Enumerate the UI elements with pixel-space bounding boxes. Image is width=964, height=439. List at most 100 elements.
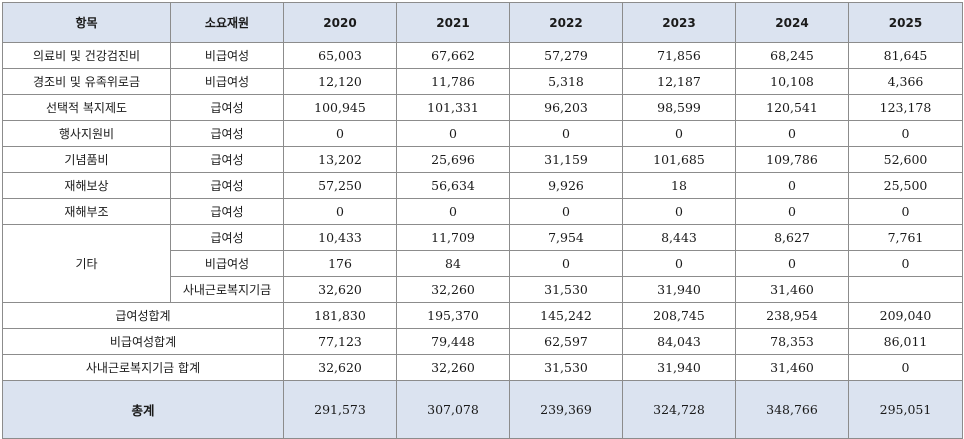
source-cell: 급여성 [170,198,284,225]
value-cell: 7,954 [509,224,623,251]
value-cell: 0 [283,198,397,225]
value-cell: 78,353 [735,328,849,355]
value-cell: 0 [509,198,623,225]
value-cell: 0 [735,172,849,199]
value-cell: 67,662 [396,42,510,69]
value-cell: 81,645 [848,42,963,69]
value-cell: 145,242 [509,302,623,329]
table-row: 사내근로복지기금 32,620 32,260 31,530 31,940 31,… [3,276,963,303]
value-cell: 295,051 [848,380,963,439]
value-cell: 123,178 [848,94,963,121]
value-cell: 31,530 [509,354,623,381]
value-cell: 238,954 [735,302,849,329]
header-row: 항목 소요재원 2020 2021 2022 2023 2024 2025 [2,2,963,43]
value-cell: 77,123 [283,328,397,355]
value-cell: 0 [735,120,849,147]
value-cell: 0 [509,120,623,147]
value-cell: 209,040 [848,302,963,329]
value-cell: 208,745 [622,302,736,329]
header-year: 2020 [283,2,397,43]
value-cell: 98,599 [622,94,736,121]
value-cell: 0 [848,198,963,225]
value-cell: 0 [735,198,849,225]
value-cell: 324,728 [622,380,736,439]
value-cell: 0 [396,120,510,147]
value-cell: 4,366 [848,68,963,95]
value-cell: 0 [848,120,963,147]
table-row: 선택적 복지제도 급여성 100,945 101,331 96,203 98,5… [2,94,963,121]
table-row: 의료비 및 건강검진비 비급여성 65,003 67,662 57,279 71… [2,42,963,69]
value-cell: 307,078 [396,380,510,439]
source-cell: 급여성 [170,224,284,251]
value-cell: 31,159 [509,146,623,173]
value-cell: 25,500 [848,172,963,199]
item-cell: 경조비 및 유족위로금 [2,68,171,95]
header-source: 소요재원 [170,2,284,43]
subtotal-label: 급여성합계 [2,302,284,329]
item-cell: 재해보상 [2,172,171,199]
value-cell: 291,573 [283,380,397,439]
value-cell: 0 [622,250,736,277]
value-cell: 25,696 [396,146,510,173]
item-cell: 선택적 복지제도 [2,94,171,121]
header-item: 항목 [2,2,171,43]
grand-total-label: 총계 [2,380,284,439]
subtotal-label: 사내근로복지기금 합계 [2,354,284,381]
value-cell: 0 [622,120,736,147]
value-cell: 0 [622,198,736,225]
value-cell: 32,620 [283,354,397,381]
subtotal-row: 급여성합계 181,830 195,370 145,242 208,745 23… [2,302,963,329]
source-cell: 비급여성 [170,250,284,277]
table-row: 비급여성 176 84 0 0 0 0 [3,250,963,277]
header-year: 2023 [622,2,736,43]
item-cell: 기념품비 [2,146,171,173]
value-cell: 7,761 [848,224,963,251]
value-cell: 31,460 [735,276,849,303]
value-cell: 100,945 [283,94,397,121]
value-cell: 84 [396,250,510,277]
value-cell: 0 [283,120,397,147]
value-cell [848,276,963,303]
grand-total-row: 총계 291,573 307,078 239,369 324,728 348,7… [2,380,963,439]
value-cell: 96,203 [509,94,623,121]
value-cell: 8,627 [735,224,849,251]
table-row: 기타 급여성 10,433 11,709 7,954 8,443 8,627 7… [2,224,963,303]
source-cell: 급여성 [170,94,284,121]
value-cell: 52,600 [848,146,963,173]
value-cell: 11,786 [396,68,510,95]
value-cell: 0 [509,250,623,277]
source-cell: 급여성 [170,172,284,199]
value-cell: 181,830 [283,302,397,329]
subtotal-row: 사내근로복지기금 합계 32,620 32,260 31,530 31,940 … [2,354,963,381]
value-cell: 5,318 [509,68,623,95]
header-year: 2022 [509,2,623,43]
value-cell: 31,530 [509,276,623,303]
value-cell: 32,620 [283,276,397,303]
header-year: 2025 [848,2,963,43]
item-cell: 행사지원비 [2,120,171,147]
value-cell: 18 [622,172,736,199]
value-cell: 0 [848,250,963,277]
value-cell: 9,926 [509,172,623,199]
value-cell: 65,003 [283,42,397,69]
value-cell: 13,202 [283,146,397,173]
value-cell: 239,369 [509,380,623,439]
value-cell: 12,120 [283,68,397,95]
value-cell: 31,940 [622,276,736,303]
source-cell: 비급여성 [170,68,284,95]
source-cell: 사내근로복지기금 [170,276,284,303]
value-cell: 10,108 [735,68,849,95]
value-cell: 71,856 [622,42,736,69]
value-cell: 68,245 [735,42,849,69]
value-cell: 8,443 [622,224,736,251]
subtotal-label: 비급여성합계 [2,328,284,355]
value-cell: 12,187 [622,68,736,95]
table-row: 재해보상 급여성 57,250 56,634 9,926 18 0 25,500 [2,172,963,199]
value-cell: 101,331 [396,94,510,121]
value-cell: 32,260 [396,276,510,303]
value-cell: 120,541 [735,94,849,121]
value-cell: 86,011 [848,328,963,355]
value-cell: 57,279 [509,42,623,69]
source-cell: 비급여성 [170,42,284,69]
item-cell: 재해부조 [2,198,171,225]
